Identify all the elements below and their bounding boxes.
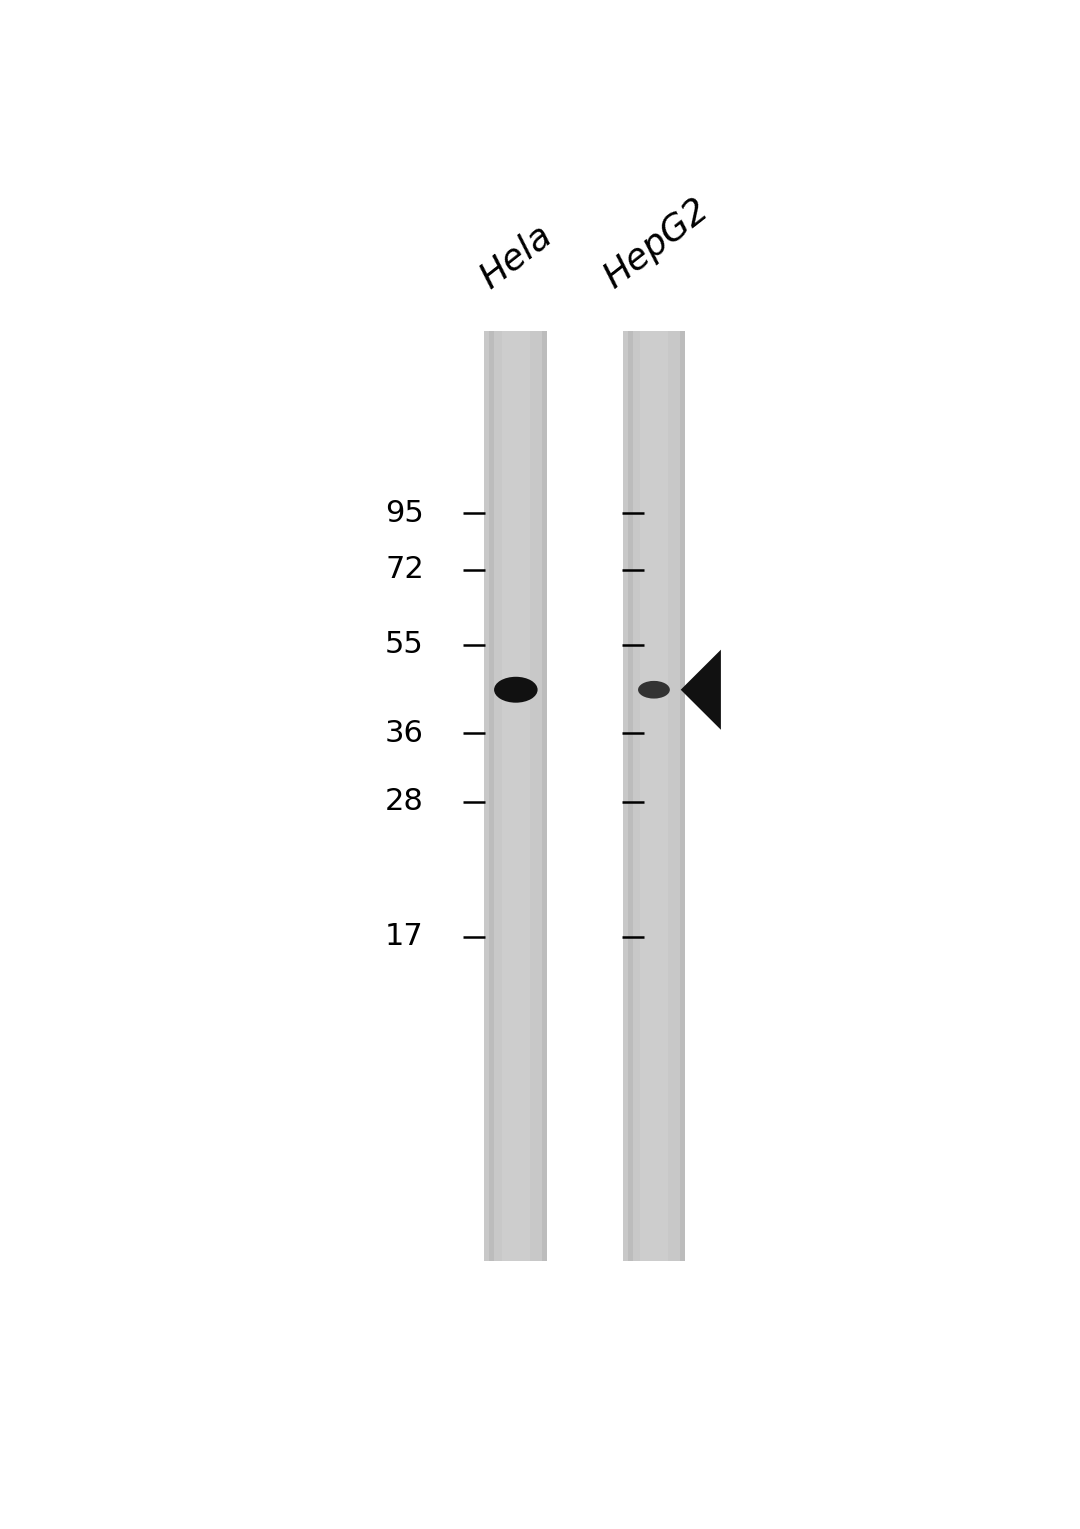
Bar	[627, 330, 633, 1261]
Text: 36: 36	[384, 719, 423, 748]
Ellipse shape	[494, 677, 538, 703]
Bar	[639, 330, 669, 1261]
Text: 55: 55	[384, 630, 423, 659]
Text: 95: 95	[384, 498, 423, 528]
Bar	[542, 330, 548, 1261]
Text: 17: 17	[384, 922, 423, 951]
Text: 72: 72	[384, 555, 423, 584]
Bar	[680, 330, 686, 1261]
Text: Hela: Hela	[473, 219, 558, 295]
Text: 28: 28	[384, 787, 423, 816]
Ellipse shape	[638, 680, 670, 699]
Bar	[502, 330, 530, 1261]
Bar	[489, 330, 495, 1261]
Bar	[622, 330, 686, 1261]
Bar	[485, 330, 548, 1261]
Text: HepG2: HepG2	[597, 193, 715, 295]
Polygon shape	[680, 650, 721, 729]
